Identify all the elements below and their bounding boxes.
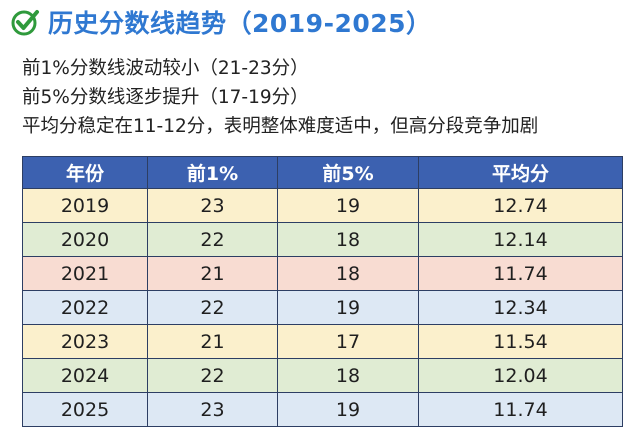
cell-year: 2023: [22, 324, 148, 359]
table-row: 2021 21 18 11.74: [22, 256, 623, 291]
table-header-row: 年份 前1% 前5% 平均分: [22, 156, 623, 189]
cell-top5: 17: [277, 324, 419, 359]
cell-average: 12.14: [418, 222, 623, 257]
cell-average: 11.74: [418, 256, 623, 291]
cell-top5: 18: [277, 358, 419, 393]
table-row: 2019 23 19 12.74: [22, 188, 623, 223]
score-table: 年份 前1% 前5% 平均分 2019 23 19 12.74 2020 22 …: [22, 156, 623, 427]
cell-top5: 19: [277, 290, 419, 325]
page-title: 历史分数线趋势（2019-2025）: [48, 9, 432, 38]
cell-top1: 21: [147, 324, 278, 359]
cell-top5: 19: [277, 392, 419, 427]
cell-year: 2025: [22, 392, 148, 427]
cell-top5: 19: [277, 188, 419, 223]
summary-line: 前1%分数线波动较小（21-23分）: [22, 58, 309, 79]
cell-year: 2020: [22, 222, 148, 257]
cell-year: 2021: [22, 256, 148, 291]
cell-average: 12.04: [418, 358, 623, 393]
cell-top1: 22: [147, 290, 278, 325]
summary-line: 前5%分数线逐步提升（17-19分）: [22, 87, 309, 108]
cell-top1: 23: [147, 188, 278, 223]
cell-year: 2019: [22, 188, 148, 223]
header-year: 年份: [22, 156, 148, 189]
table-row: 2024 22 18 12.04: [22, 358, 623, 393]
cell-top1: 23: [147, 392, 278, 427]
cell-top1: 22: [147, 222, 278, 257]
cell-year: 2024: [22, 358, 148, 393]
cell-top5: 18: [277, 222, 419, 257]
cell-average: 11.74: [418, 392, 623, 427]
cell-top1: 22: [147, 358, 278, 393]
cell-year: 2022: [22, 290, 148, 325]
header-average: 平均分: [418, 156, 623, 189]
header-top1: 前1%: [147, 156, 278, 189]
title-row: 历史分数线趋势（2019-2025）: [10, 4, 432, 40]
table-row: 2025 23 19 11.74: [22, 392, 623, 427]
cell-average: 11.54: [418, 324, 623, 359]
cell-top5: 18: [277, 256, 419, 291]
table-row: 2022 22 19 12.34: [22, 290, 623, 325]
cell-average: 12.34: [418, 290, 623, 325]
summary-line: 平均分稳定在11-12分，表明整体难度适中，但高分段竞争加剧: [22, 116, 539, 137]
cell-top1: 21: [147, 256, 278, 291]
check-circle-icon: [10, 7, 40, 37]
header-top5: 前5%: [277, 156, 419, 189]
table-row: 2023 21 17 11.54: [22, 324, 623, 359]
table-row: 2020 22 18 12.14: [22, 222, 623, 257]
summary-list: 前1%分数线波动较小（21-23分） 前5%分数线逐步提升（17-19分） 平均…: [22, 54, 622, 141]
cell-average: 12.74: [418, 188, 623, 223]
